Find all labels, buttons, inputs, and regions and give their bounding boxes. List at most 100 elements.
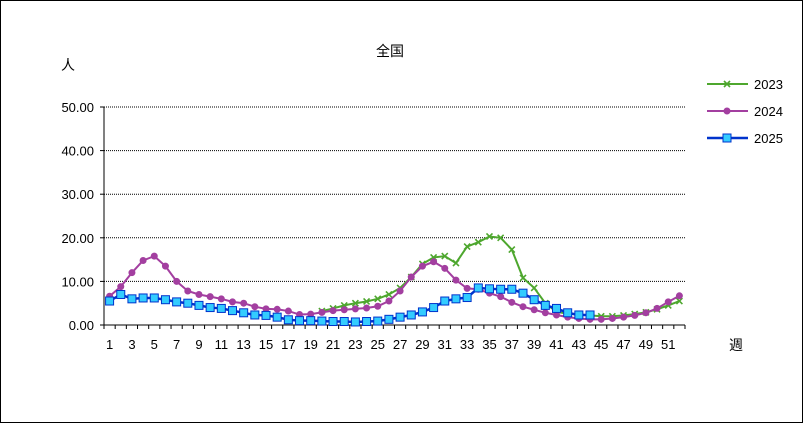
chart-title: 全国 bbox=[376, 43, 404, 60]
series-lines bbox=[105, 232, 683, 327]
x-tick-label: 41 bbox=[549, 337, 563, 352]
data-point-2024 bbox=[407, 273, 415, 281]
x-tick-label: 37 bbox=[505, 337, 519, 352]
x-tick-label: 43 bbox=[572, 337, 586, 352]
data-point-2025 bbox=[317, 316, 327, 326]
data-point-2024 bbox=[508, 298, 516, 306]
data-point-2024 bbox=[452, 276, 460, 284]
x-tick-label: 5 bbox=[151, 337, 158, 352]
x-tick-label: 23 bbox=[348, 337, 362, 352]
data-point-2024 bbox=[351, 305, 359, 313]
data-point-2025 bbox=[574, 310, 584, 320]
data-point-2023 bbox=[508, 246, 516, 254]
data-point-2024 bbox=[240, 299, 248, 307]
data-point-2024 bbox=[418, 262, 426, 270]
data-point-2025 bbox=[339, 317, 349, 327]
legend: 2023 2024 2025 bbox=[707, 77, 783, 146]
data-point-2025 bbox=[473, 283, 483, 293]
legend-marker-2025 bbox=[722, 133, 732, 143]
data-point-2025 bbox=[429, 303, 439, 313]
x-tick-label: 9 bbox=[195, 337, 202, 352]
x-tick-label: 33 bbox=[460, 337, 474, 352]
data-point-2025 bbox=[484, 284, 494, 294]
x-tick-label: 17 bbox=[281, 337, 295, 352]
y-tick-label: 40.00 bbox=[61, 144, 94, 159]
data-point-2024 bbox=[273, 305, 281, 313]
data-point-2024 bbox=[329, 307, 337, 315]
data-point-2025 bbox=[172, 297, 182, 307]
x-tick-label: 11 bbox=[215, 337, 229, 352]
x-tick-label: 47 bbox=[616, 337, 630, 352]
x-tick-label: 19 bbox=[303, 337, 317, 352]
x-tick-label: 13 bbox=[236, 337, 250, 352]
x-tick-label: 27 bbox=[393, 337, 407, 352]
data-point-2025 bbox=[406, 310, 416, 320]
data-point-2024 bbox=[620, 313, 628, 321]
data-point-2025 bbox=[328, 317, 338, 327]
data-point-2025 bbox=[183, 298, 193, 308]
data-point-2025 bbox=[227, 306, 237, 316]
data-point-2025 bbox=[350, 317, 360, 327]
data-point-2025 bbox=[585, 310, 595, 320]
data-point-2024 bbox=[184, 287, 192, 295]
data-point-2025 bbox=[250, 310, 260, 320]
data-point-2025 bbox=[529, 295, 539, 305]
data-point-2025 bbox=[417, 307, 427, 317]
legend-marker-2024 bbox=[723, 107, 731, 115]
data-point-2025 bbox=[395, 312, 405, 322]
data-point-2023 bbox=[374, 295, 382, 303]
y-tick-label: 0.00 bbox=[69, 318, 94, 333]
data-point-2023 bbox=[441, 252, 449, 260]
x-tick-label: 7 bbox=[173, 337, 180, 352]
y-tick-label: 10.00 bbox=[61, 274, 94, 289]
data-point-2025 bbox=[127, 294, 137, 304]
x-tick-labels: 1 3 5 7 9 11 13 15 17 19 21 23 25 27 29 31 33 35 37 39 41 43 4… bbox=[106, 337, 676, 352]
data-point-2025 bbox=[518, 288, 528, 298]
data-point-2025 bbox=[261, 310, 271, 320]
data-point-2024 bbox=[318, 308, 326, 316]
data-point-2024 bbox=[284, 307, 292, 315]
data-point-2025 bbox=[149, 293, 159, 303]
data-point-2024 bbox=[374, 302, 382, 310]
data-point-2024 bbox=[642, 309, 650, 317]
data-point-2023 bbox=[530, 284, 538, 292]
data-point-2025 bbox=[216, 303, 226, 313]
data-point-2025 bbox=[306, 316, 316, 326]
legend-label-2025: 2025 bbox=[754, 131, 783, 146]
data-point-2024 bbox=[195, 290, 203, 298]
data-point-2024 bbox=[497, 293, 505, 301]
data-point-2024 bbox=[173, 277, 181, 285]
legend-label-2024: 2024 bbox=[754, 104, 783, 119]
gridlines bbox=[104, 106, 685, 282]
data-point-2025 bbox=[205, 303, 215, 313]
data-point-2024 bbox=[150, 252, 158, 260]
x-tick-label: 39 bbox=[527, 337, 541, 352]
data-point-2024 bbox=[530, 306, 538, 314]
data-point-2023 bbox=[452, 259, 460, 267]
data-point-2024 bbox=[675, 292, 683, 300]
data-point-2024 bbox=[228, 298, 236, 306]
x-tick-label: 1 bbox=[106, 337, 113, 352]
series-2024 bbox=[106, 252, 683, 323]
data-point-2025 bbox=[440, 296, 450, 306]
x-tick-label: 45 bbox=[594, 337, 608, 352]
data-point-2025 bbox=[362, 317, 372, 327]
data-point-2024 bbox=[128, 269, 136, 277]
data-point-2023 bbox=[497, 234, 505, 242]
data-point-2025 bbox=[552, 303, 562, 313]
data-point-2025 bbox=[563, 308, 573, 318]
data-point-2024 bbox=[139, 256, 147, 264]
x-tick-label: 21 bbox=[326, 337, 340, 352]
data-point-2025 bbox=[272, 312, 282, 322]
y-tick-labels: 0.00 10.00 20.00 30.00 40.00 50.00 bbox=[61, 100, 94, 333]
data-point-2023 bbox=[351, 299, 359, 307]
data-point-2024 bbox=[597, 315, 605, 323]
data-point-2025 bbox=[295, 316, 305, 326]
data-point-2025 bbox=[239, 308, 249, 318]
data-point-2024 bbox=[117, 283, 125, 291]
legend-marker-2023 bbox=[723, 80, 731, 88]
data-point-2023 bbox=[675, 297, 683, 305]
data-point-2025 bbox=[384, 314, 394, 324]
data-point-2024 bbox=[441, 264, 449, 272]
